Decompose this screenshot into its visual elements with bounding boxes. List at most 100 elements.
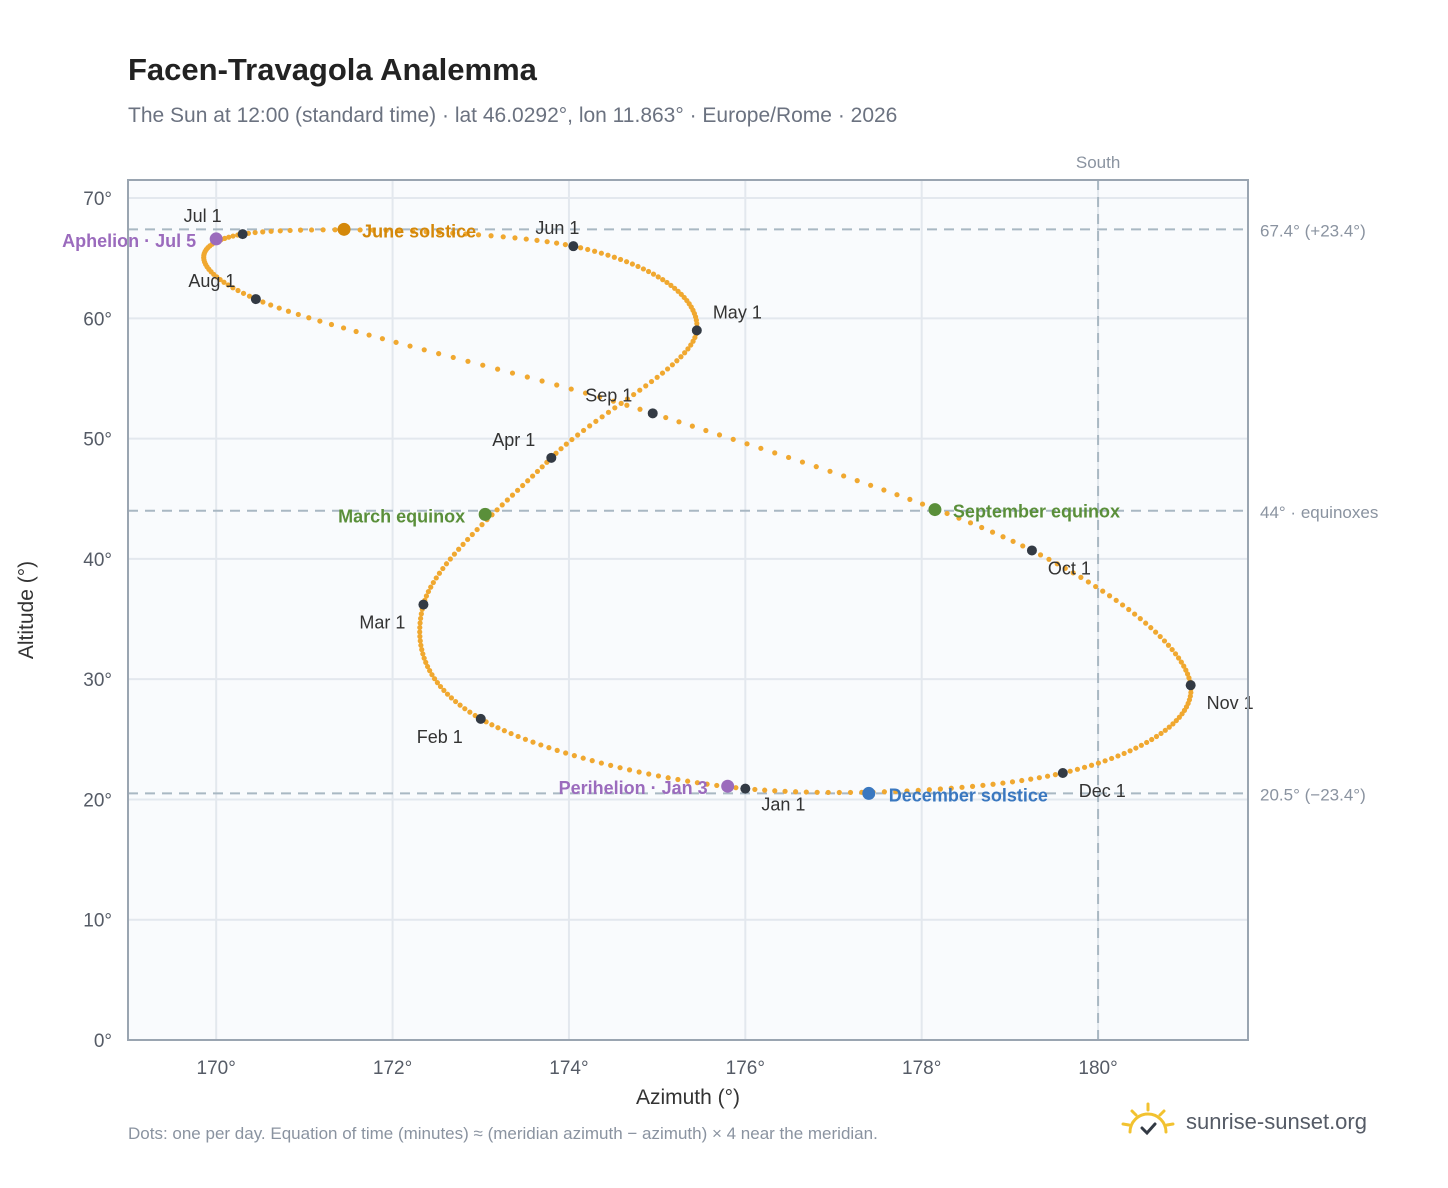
daily-sun-dot: [854, 478, 860, 484]
event-label: Perihelion · Jan 3: [559, 778, 708, 798]
daily-sun-dot: [539, 464, 545, 470]
daily-sun-dot: [396, 228, 403, 234]
daily-sun-dot: [959, 784, 965, 790]
daily-sun-dot: [813, 464, 819, 470]
daily-sun-dot: [1037, 552, 1044, 558]
y-tick-label: 60°: [83, 309, 112, 330]
daily-sun-dot: [675, 776, 681, 783]
daily-sun-dot: [523, 236, 529, 242]
daily-sun-dot: [716, 432, 723, 438]
month-marker: [250, 294, 261, 305]
daily-sun-dot: [504, 497, 510, 503]
event-marker: [862, 786, 876, 800]
month-marker: [740, 783, 751, 794]
daily-sun-dot: [664, 366, 671, 372]
daily-sun-dot: [637, 406, 643, 412]
daily-sun-dot: [512, 235, 518, 241]
daily-sun-dot: [1153, 733, 1160, 740]
daily-sun-dot: [772, 788, 778, 794]
daily-sun-dot: [956, 515, 962, 521]
daily-sun-dot: [268, 302, 274, 308]
daily-sun-dot: [515, 733, 521, 740]
event-label: June solstice: [362, 221, 476, 241]
x-tick-label: 170°: [197, 1058, 236, 1079]
month-marker: [237, 229, 248, 240]
daily-sun-dot: [417, 624, 423, 631]
daily-sun-dot: [522, 736, 529, 742]
daily-sun-dot: [675, 288, 681, 294]
x-tick-label: 174°: [549, 1058, 588, 1079]
daily-sun-dot: [596, 394, 603, 400]
daily-sun-dot: [733, 785, 739, 791]
daily-sun-dot: [366, 332, 372, 338]
daily-sun-dot: [587, 423, 593, 429]
event-label: September equinox: [953, 502, 1120, 522]
daily-sun-dot: [645, 268, 652, 275]
daily-sun-dot: [674, 358, 680, 364]
daily-sun-dot: [1162, 727, 1168, 733]
daily-sun-dot: [762, 787, 768, 793]
daily-sun-dot: [1078, 574, 1084, 580]
daily-sun-dot: [514, 487, 521, 493]
daily-sun-dot: [534, 237, 540, 243]
daily-sun-dot: [694, 780, 700, 786]
x-axis-title: Azimuth (°): [636, 1086, 740, 1109]
daily-sun-dot: [444, 691, 451, 697]
daily-sun-dot: [370, 227, 376, 233]
daily-sun-dot: [1149, 736, 1155, 743]
daily-sun-dot: [714, 782, 720, 789]
daily-sun-dot: [225, 282, 231, 288]
daily-sun-dot: [569, 436, 575, 443]
daily-sun-dot: [730, 436, 736, 442]
daily-sun-dot: [424, 663, 431, 670]
x-tick-label: 180°: [1078, 1058, 1117, 1079]
daily-sun-dot: [240, 290, 247, 296]
daily-sun-dot: [610, 398, 616, 404]
daily-sun-dot: [868, 482, 874, 488]
month-label: May 1: [713, 302, 762, 322]
daily-sun-dot: [423, 229, 429, 235]
daily-sun-dot: [427, 668, 433, 674]
daily-sun-dot: [423, 659, 429, 665]
daily-sun-dot: [1000, 534, 1006, 540]
daily-sun-dot: [1127, 748, 1133, 754]
month-marker: [475, 713, 486, 724]
daily-sun-dot: [660, 277, 666, 283]
daily-sun-dot: [589, 758, 595, 764]
plot-area: [128, 180, 1248, 1040]
daily-sun-dot: [479, 522, 485, 528]
daily-sun-dot: [450, 230, 456, 236]
daily-sun-dot: [1000, 780, 1006, 786]
daily-sun-dot: [655, 274, 661, 280]
daily-sun-dot: [418, 615, 424, 622]
daily-sun-dot: [1181, 663, 1187, 669]
daily-sun-dot: [558, 446, 564, 452]
daily-sun-dot: [841, 473, 847, 479]
daily-sun-dot: [803, 789, 809, 795]
daily-sun-dot: [277, 228, 283, 234]
daily-sun-dot: [509, 370, 516, 376]
daily-sun-dot: [1036, 775, 1042, 781]
daily-sun-dot: [443, 561, 450, 567]
daily-sun-dot: [530, 473, 536, 479]
daily-sun-dot: [252, 229, 258, 236]
daily-sun-dot: [357, 227, 363, 233]
daily-sun-dot: [465, 536, 471, 543]
daily-sun-dot: [417, 629, 423, 635]
daily-sun-dot: [782, 788, 788, 794]
daily-sun-dot: [608, 762, 614, 768]
daily-sun-dot: [1054, 561, 1060, 567]
brand[interactable]: sunrise-sunset.org: [1120, 1102, 1367, 1142]
daily-sun-dot: [420, 651, 426, 657]
daily-sun-dot: [440, 565, 446, 572]
daily-sun-dot: [235, 287, 241, 294]
daily-sun-dot: [1019, 777, 1025, 784]
daily-sun-dot: [568, 386, 574, 392]
daily-sun-dot: [268, 228, 274, 234]
daily-sun-dot: [825, 789, 831, 796]
daily-sun-dot: [465, 358, 471, 364]
daily-sun-dot: [1143, 620, 1149, 626]
daily-sun-dot: [328, 321, 335, 328]
daily-sun-dot: [353, 328, 359, 335]
y-tick-label: 40°: [83, 550, 112, 571]
